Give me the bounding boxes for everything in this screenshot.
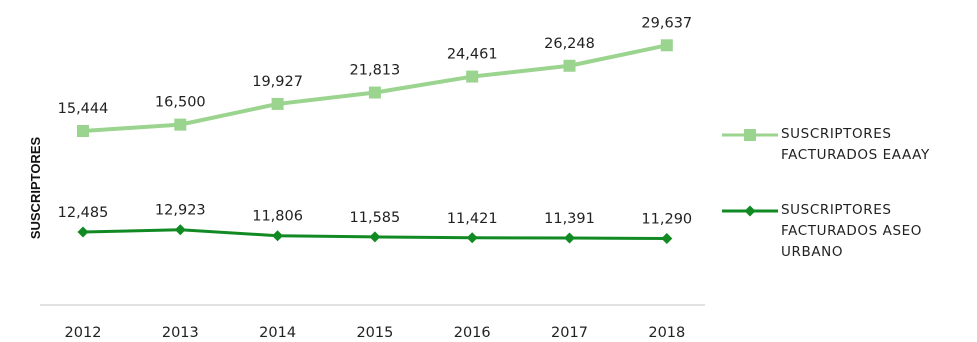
x-tick-label: 2013 — [162, 325, 199, 341]
data-point — [272, 230, 284, 242]
data-label: 24,461 — [447, 47, 498, 63]
data-label: 11,421 — [447, 211, 498, 227]
legend-entry-text: SUSCRIPTORES — [781, 126, 892, 142]
x-tick-label: 2017 — [551, 325, 588, 341]
data-label: 11,391 — [544, 211, 595, 227]
data-point — [368, 86, 381, 99]
x-tick-label: 2018 — [648, 325, 685, 341]
data-point — [174, 118, 187, 131]
data-point — [661, 233, 673, 244]
legend-marker — [744, 205, 756, 217]
x-tick-label: 2012 — [65, 325, 102, 341]
legend-marker — [744, 129, 756, 141]
data-point — [77, 125, 89, 137]
data-label: 15,444 — [58, 101, 109, 117]
data-label: 11,806 — [252, 209, 303, 225]
data-point — [466, 232, 478, 244]
plot-area: 2012 2013 2014 2015 2016 2017 2018 15,444 16,500… — [58, 15, 693, 341]
data-label: 21,813 — [350, 63, 401, 79]
data-label: 12,923 — [155, 203, 206, 219]
x-tick-label: 2014 — [259, 325, 296, 341]
data-point — [564, 232, 575, 244]
data-point — [660, 39, 673, 52]
data-point — [271, 97, 284, 110]
data-label: 16,500 — [155, 95, 206, 111]
data-label: 29,637 — [641, 15, 692, 31]
data-point — [369, 231, 381, 243]
data-point — [77, 226, 89, 238]
legend-entry-text: FACTURADOS EAAAY — [781, 147, 930, 163]
data-label: 26,248 — [544, 36, 595, 52]
data-point — [466, 70, 479, 83]
data-label: 11,290 — [641, 212, 692, 228]
x-tick-label: 2016 — [454, 325, 491, 341]
legend-entry-text: FACTURADOS ASEO — [781, 223, 922, 239]
data-point — [563, 59, 576, 72]
data-label: 19,927 — [252, 74, 303, 90]
legend-entry-text: URBANO — [781, 244, 843, 260]
x-tick-label: 2015 — [356, 325, 393, 341]
y-axis-label: SUSCRIPTORES — [28, 137, 43, 240]
data-point — [174, 224, 186, 236]
data-label: 12,485 — [58, 205, 109, 221]
legend: SUSCRIPTORES FACTURADOS EAAAY SUSCRIPTORES… — [722, 126, 930, 260]
legend-entry-text: SUSCRIPTORES — [781, 202, 892, 218]
data-label: 11,585 — [350, 210, 401, 226]
